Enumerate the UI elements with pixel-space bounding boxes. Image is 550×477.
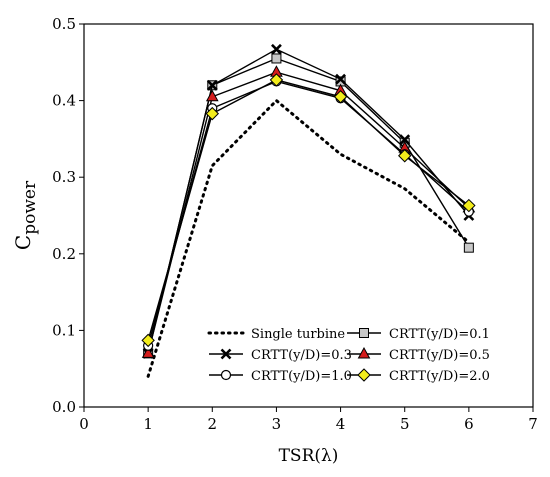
x-tick-label: 4 <box>336 415 346 433</box>
data-point <box>333 90 348 104</box>
series-line <box>147 48 470 354</box>
legend-item: CRTT(y/D)=0.3 <box>209 348 352 363</box>
series-line <box>147 57 470 354</box>
data-point <box>271 53 282 64</box>
data-point <box>206 79 218 91</box>
series-line <box>147 79 470 341</box>
series-CRTT(y/D)=0.3 <box>142 43 475 359</box>
legend-swatch-marker <box>220 369 232 381</box>
x-tick-label: 1 <box>143 415 153 433</box>
series-CRTT(y/D)=1.0 <box>143 76 474 351</box>
legend-item: Single turbine <box>207 327 345 342</box>
y-tick-label: 0.2 <box>52 245 76 263</box>
legend-label: CRTT(y/D)=0.3 <box>251 348 352 363</box>
y-tick-label: 0.4 <box>52 92 76 110</box>
series-line <box>147 71 470 354</box>
legend-label: CRTT(y/D)=0.5 <box>389 348 490 363</box>
x-tick-label: 7 <box>528 415 538 433</box>
legend: Single turbine CRTT(y/D)=0.1 CRTT(y/D)=0.3… <box>207 327 490 384</box>
y-tick-label: 0.1 <box>52 321 76 339</box>
y-tick-label: 0.0 <box>52 398 76 416</box>
data-point <box>398 149 412 163</box>
data-point <box>141 333 155 348</box>
x-tick-label: 6 <box>464 415 474 433</box>
data-point <box>205 89 219 102</box>
series-CRTT(y/D)=2.0 <box>141 73 476 348</box>
data-point <box>269 73 284 87</box>
legend-label: CRTT(y/D)=0.1 <box>389 327 490 342</box>
legend-label: CRTT(y/D)=1.0 <box>251 369 352 384</box>
data-point <box>462 198 476 213</box>
y-axis-title-subscript: power <box>20 180 40 235</box>
x-tick-label: 3 <box>272 415 282 433</box>
legend-swatch-marker <box>359 328 369 338</box>
data-point <box>335 73 346 85</box>
legend-swatch-marker <box>220 348 232 360</box>
axes: 0 1 2 3 4 5 6 7 0.0 0.1 0.2 0.3 0.4 0.5 TSR(λ) Cpower <box>11 15 538 466</box>
legend-item: CRTT(y/D)=2.0 <box>347 368 490 384</box>
y-axis-title-main: C <box>11 235 35 250</box>
data-point <box>205 106 219 121</box>
series-CRTT(y/D)=0.5 <box>141 65 476 358</box>
plot-frame <box>83 23 534 408</box>
legend-item: CRTT(y/D)=0.1 <box>347 327 490 342</box>
data-point <box>463 242 474 253</box>
y-tick-label: 0.3 <box>52 168 76 186</box>
data-point <box>271 43 282 55</box>
y-tick-label: 0.5 <box>52 15 76 33</box>
x-tick-label: 0 <box>79 415 89 433</box>
x-tick-label: 2 <box>208 415 218 433</box>
legend-swatch-marker <box>357 368 371 382</box>
legend-label: CRTT(y/D)=2.0 <box>389 369 490 384</box>
series-Single turbine <box>146 98 471 378</box>
legend-item: CRTT(y/D)=0.5 <box>347 346 490 363</box>
x-axis-title: TSR(λ) <box>279 446 339 466</box>
data-point <box>399 134 411 146</box>
legend-item: CRTT(y/D)=1.0 <box>209 369 352 384</box>
legend-label: Single turbine <box>251 327 345 342</box>
legend-swatch-marker <box>357 346 371 359</box>
series-line <box>146 98 471 378</box>
x-tick-label: 5 <box>400 415 410 433</box>
plot-area <box>141 43 476 378</box>
y-axis-title: Cpower <box>11 180 40 250</box>
data-point <box>141 346 155 358</box>
